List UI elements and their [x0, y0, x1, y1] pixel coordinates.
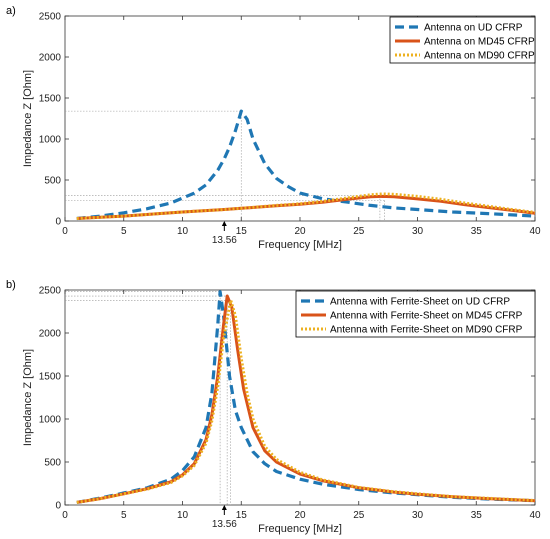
- y-tick-label: 0: [55, 501, 61, 512]
- x-tick-label: 40: [529, 510, 541, 521]
- x-axis-label: Frequency [MHz]: [258, 523, 342, 535]
- y-tick-label: 2000: [39, 329, 62, 340]
- x-tick-label: 20: [294, 510, 306, 521]
- y-tick-label: 2500: [39, 12, 62, 23]
- series-line-3: [76, 298, 536, 504]
- y-tick-label: 500: [44, 176, 61, 187]
- x-tick-label: 30: [412, 510, 424, 521]
- series-line-1: [76, 109, 536, 221]
- x-tick-label: 15: [236, 226, 248, 237]
- y-tick-label: 2500: [39, 286, 62, 297]
- x-tick-label: 40: [529, 226, 541, 237]
- x-tick-label: 25: [353, 226, 365, 237]
- x-tick-label: 35: [471, 510, 483, 521]
- legend-entry-2: Antenna with Ferrite-Sheet on MD45 CFRP: [330, 311, 523, 322]
- marker-label: 13.56: [212, 235, 237, 246]
- x-tick-label: 10: [177, 226, 189, 237]
- panel-label: a): [6, 5, 16, 17]
- legend-entry-1: Antenna on UD CFRP: [424, 23, 523, 34]
- x-tick-label: 15: [236, 510, 248, 521]
- legend: Antenna with Ferrite-Sheet on UD CFRP Ant…: [295, 290, 536, 338]
- x-tick-label: 0: [62, 510, 68, 521]
- chart-panel-2: b) 0 5 10 15 20 25 30 35 40 0 500 1000 1500 2000 2500 Fr…: [6, 279, 541, 535]
- legend-entry-1: Antenna with Ferrite-Sheet on UD CFRP: [330, 297, 510, 308]
- x-tick-label: 35: [471, 226, 483, 237]
- x-tick-label: 20: [294, 226, 306, 237]
- chart-panel-1: a) 0 5 10 15 20 25 30 35 40 0 500 1000 1500 2000 2500 Fr…: [6, 5, 541, 251]
- x-tick-label: 5: [121, 510, 127, 521]
- y-tick-label: 2000: [39, 53, 62, 64]
- series-line-2: [76, 194, 536, 220]
- legend-entry-3: Antenna on MD90 CFRP: [424, 51, 535, 62]
- x-tick-label: 25: [353, 510, 365, 521]
- y-tick-label: 1000: [39, 415, 62, 426]
- marker-arrow-head: [221, 221, 227, 226]
- y-tick-label: 1500: [39, 94, 62, 105]
- x-tick-label: 0: [62, 226, 68, 237]
- x-tick-label: 10: [177, 510, 189, 521]
- legend-entry-3: Antenna with Ferrite-Sheet on MD90 CFRP: [330, 325, 523, 336]
- marker-label: 13.56: [212, 519, 237, 530]
- panel-label: b): [6, 279, 16, 291]
- x-axis-label: Frequency [MHz]: [258, 239, 342, 251]
- y-tick-label: 1500: [39, 372, 62, 383]
- y-axis-label: Impedance Z [Ohm]: [22, 70, 34, 167]
- y-tick-label: 1000: [39, 135, 62, 146]
- marker-arrow-head: [221, 505, 227, 510]
- legend-box: [295, 290, 536, 338]
- y-axis-label: Impedance Z [Ohm]: [22, 349, 34, 446]
- y-tick-label: 0: [55, 217, 61, 228]
- y-tick-label: 500: [44, 458, 61, 469]
- legend-entry-2: Antenna on MD45 CFRP: [424, 37, 535, 48]
- x-tick-label: 30: [412, 226, 424, 237]
- x-tick-label: 5: [121, 226, 127, 237]
- series-line-3: [76, 192, 536, 220]
- legend: Antenna on UD CFRP Antenna on MD45 CFRP An…: [389, 16, 536, 64]
